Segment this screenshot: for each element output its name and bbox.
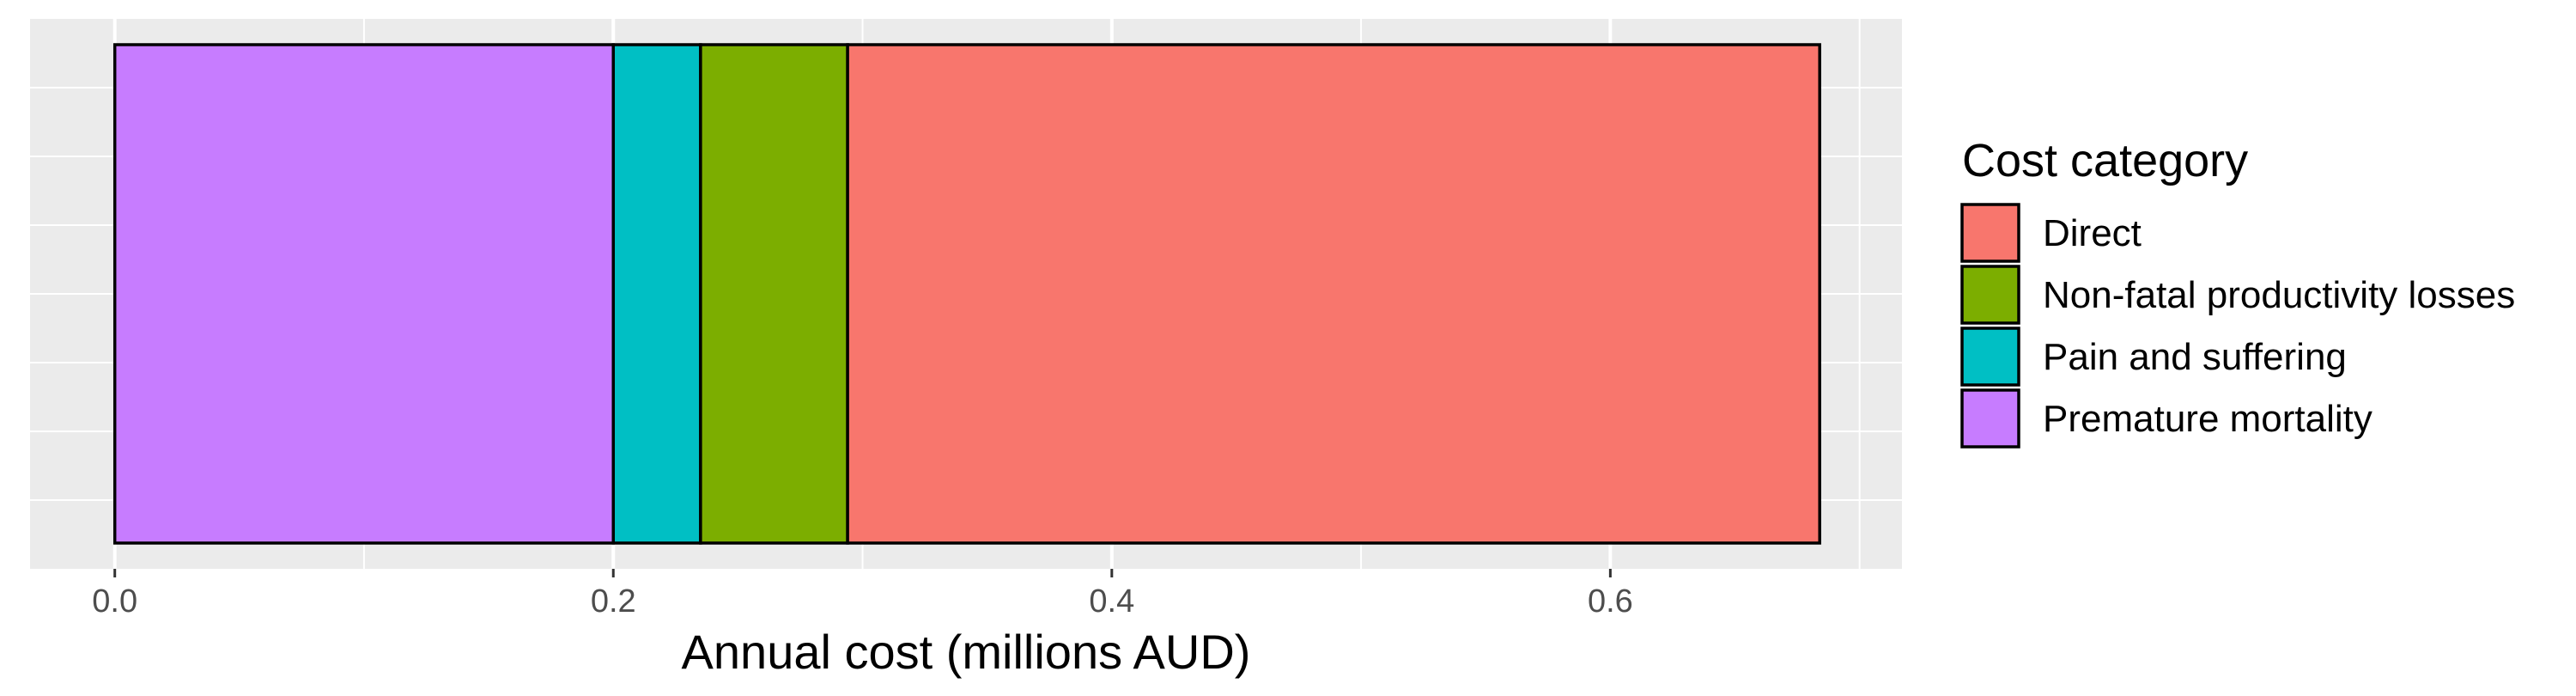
x-axis-title: Annual cost (millions AUD) [682,625,1251,679]
bar-segment-pain-and-suffering [611,43,702,545]
legend-label-pain-and-suffering: Pain and suffering [2043,336,2347,378]
x-tick-label: 0.0 [92,583,137,620]
legend-label-non-fatal-productivity-losses: Non-fatal productivity losses [2043,274,2515,316]
legend-key-direct [1960,203,2020,263]
x-axis-ticks: 0.0 0.2 0.4 0.6 [92,569,1633,620]
legend-key-non-fatal-productivity-losses [1960,265,2020,325]
legend-label-direct: Direct [2043,212,2142,254]
legend-key-premature-mortality [1960,388,2020,449]
bar-segment-direct [846,43,1821,545]
bar-segment-non-fatal-productivity-losses [699,43,849,545]
legend-title: Cost category [1962,135,2248,186]
x-tick-label: 0.4 [1089,583,1134,620]
x-tick-label: 0.2 [591,583,636,620]
bar-segment-premature-mortality [112,43,616,545]
stacked-bar [112,43,1821,545]
legend-key-pain-and-suffering [1960,327,2020,387]
x-tick-label: 0.6 [1588,583,1633,620]
legend-label-premature-mortality: Premature mortality [2043,398,2372,440]
legend: Cost category Direct Non-fatal productivi… [1960,135,2515,449]
